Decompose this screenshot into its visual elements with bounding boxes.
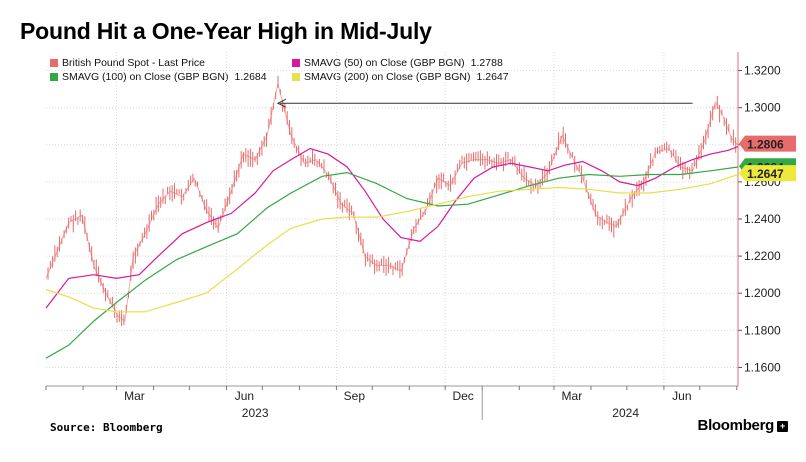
annotation-arrow-head [276, 98, 287, 108]
x-year-label: 2024 [612, 406, 639, 420]
legend-label-sma200: SMAVG (200) on Close (GBP BGN) [304, 71, 471, 83]
brand-text: Bloomberg [697, 417, 775, 434]
sma-line-100 [45, 166, 739, 359]
spot-price-line [45, 83, 739, 322]
x-year-label: 2023 [242, 406, 269, 420]
x-tick-label: Mar [124, 389, 145, 403]
chart-title: Pound Hit a One-Year High in Mid-July [20, 18, 432, 44]
sma-line-200 [45, 173, 739, 313]
y-tick-label: 1.1600 [744, 360, 781, 374]
x-tick-label: Sep [344, 389, 366, 403]
y-tick-label: 1.2200 [744, 249, 781, 263]
legend-entry-sma50: SMAVG (50) on Close (GBP BGN) 1.2788 [292, 57, 503, 69]
y-tick-label: 1.1800 [744, 323, 781, 337]
price-tag: 1.2647 [739, 165, 796, 182]
legend-swatch-spot [50, 59, 58, 67]
y-tick-label: 1.3200 [744, 64, 781, 78]
x-tick-label: Jun [672, 389, 691, 403]
legend-value-sma100: 1.2684 [234, 71, 267, 83]
legend-label-sma50: SMAVG (50) on Close (GBP BGN) [304, 57, 465, 69]
bloomberg-logo: Bloomberg + [698, 417, 788, 434]
legend-label-sma100: SMAVG (100) on Close (GBP BGN) [62, 71, 229, 83]
legend-entry-sma100: SMAVG (100) on Close (GBP BGN) 1.2684 [50, 71, 267, 83]
price-tag: 1.2806 [739, 135, 796, 152]
legend-entry-sma200: SMAVG (200) on Close (GBP BGN) 1.2647 [292, 71, 509, 83]
legend-label-spot: British Pound Spot - Last Price [62, 57, 205, 69]
sma-line-50 [45, 146, 739, 309]
x-tick-label: Mar [562, 389, 583, 403]
legend-value-sma200: 1.2647 [476, 71, 509, 83]
x-tick-label: Dec [452, 389, 473, 403]
legend-value-sma50: 1.2788 [470, 57, 503, 69]
legend-swatch-sma50 [292, 59, 300, 67]
legend-swatch-sma100 [50, 73, 58, 81]
legend-swatch-sma200 [292, 73, 300, 81]
legend-entry-spot: British Pound Spot - Last Price [50, 57, 205, 69]
plus-icon: + [777, 421, 788, 432]
price-tag-box [739, 165, 796, 182]
y-tick-label: 1.3000 [744, 101, 781, 115]
price-tag-box [739, 135, 796, 152]
price-tag-label: 1.2806 [747, 138, 784, 152]
y-tick-label: 1.2000 [744, 286, 781, 300]
y-tick-label: 1.2400 [744, 212, 781, 226]
source-note: Source: Bloomberg [50, 421, 163, 434]
x-tick-label: Jun [235, 389, 254, 403]
legend: British Pound Spot - Last Price SMAVG (5… [44, 54, 534, 86]
price-tag-label: 1.2647 [747, 167, 784, 181]
